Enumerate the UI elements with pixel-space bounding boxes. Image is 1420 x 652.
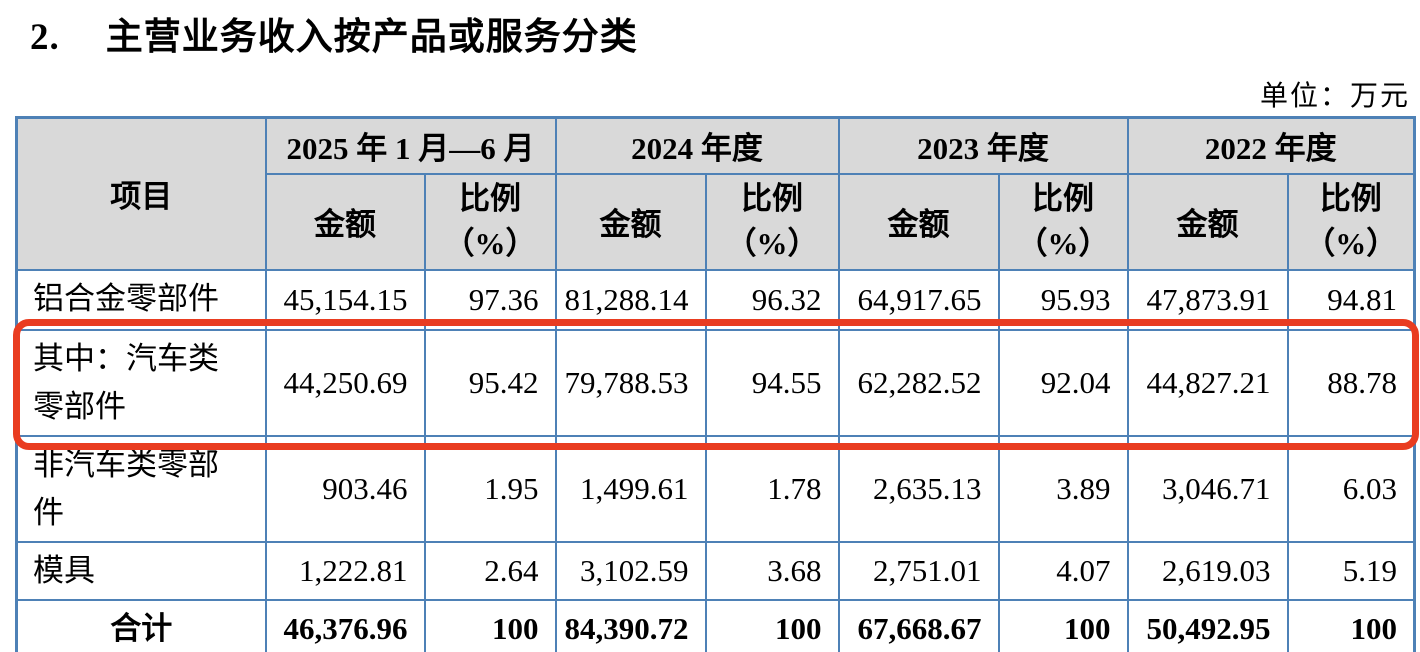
amount-cell: 44,250.69 bbox=[264, 328, 426, 437]
ratio-cell: 100 bbox=[997, 598, 1129, 652]
amount-cell: 45,154.15 bbox=[264, 268, 426, 331]
unit-label: 单位：万元 bbox=[1259, 81, 1410, 112]
amount-cell: 47,873.91 bbox=[1126, 268, 1289, 331]
subheader-amount-2024: 金额 bbox=[554, 172, 707, 271]
table-row-aluminum-parts: 铝合金零部件 45,154.15 97.36 81,288.14 96.32 6… bbox=[15, 268, 1416, 331]
ratio-cell: 3.89 bbox=[997, 434, 1129, 543]
ratio-label: 比例 bbox=[1319, 180, 1382, 216]
subheader-ratio-2024: 比例 （%） bbox=[704, 172, 840, 271]
section-title-text: 主营业务收入按产品或服务分类 bbox=[105, 17, 638, 58]
table-row-non-auto-parts: 非汽车类零部件 903.46 1.95 1,499.61 1.78 2,635.… bbox=[15, 434, 1416, 543]
subheader-amount-2025h1: 金额 bbox=[264, 172, 426, 271]
row-label: 模具 bbox=[15, 540, 267, 601]
ratio-cell: 94.55 bbox=[704, 328, 840, 437]
amount-cell: 50,492.95 bbox=[1126, 598, 1289, 652]
row-label: 合计 bbox=[15, 598, 267, 652]
ratio-cell: 100 bbox=[1286, 598, 1416, 652]
header-row-periods: 项目 2025 年 1 月—6 月 2024 年度 2023 年度 2022 年… bbox=[15, 116, 1416, 271]
ratio-label: 比例 bbox=[741, 180, 803, 216]
subheader-ratio-2025h1: 比例 （%） bbox=[423, 172, 557, 271]
amount-cell: 1,499.61 bbox=[554, 434, 707, 543]
amount-cell: 67,668.67 bbox=[837, 598, 1000, 652]
ratio-cell: 6.03 bbox=[1286, 434, 1416, 543]
col-header-period-2024: 2024 年度 bbox=[554, 116, 840, 175]
ratio-unit: （%） bbox=[1016, 225, 1110, 261]
subheader-ratio-2022: 比例 （%） bbox=[1286, 172, 1416, 271]
ratio-cell: 5.19 bbox=[1286, 540, 1416, 601]
ratio-unit: （%） bbox=[1304, 225, 1398, 261]
table-row-auto-parts-highlighted: 其中：汽车类零部件 44,250.69 95.42 79,788.53 94.5… bbox=[15, 328, 1416, 437]
amount-cell: 84,390.72 bbox=[554, 598, 707, 652]
amount-cell: 44,827.21 bbox=[1126, 328, 1289, 437]
subheader-amount-2022: 金额 bbox=[1126, 172, 1289, 271]
ratio-label: 比例 bbox=[1032, 180, 1094, 216]
amount-cell: 79,788.53 bbox=[554, 328, 707, 437]
corner-header-item: 项目 bbox=[15, 116, 267, 271]
amount-cell: 2,751.01 bbox=[837, 540, 1000, 601]
ratio-cell: 92.04 bbox=[997, 328, 1129, 437]
row-label: 非汽车类零部件 bbox=[15, 434, 267, 543]
amount-cell: 64,917.65 bbox=[837, 268, 1000, 331]
amount-cell: 903.46 bbox=[264, 434, 426, 543]
ratio-unit: （%） bbox=[443, 225, 537, 261]
ratio-unit: （%） bbox=[725, 225, 819, 261]
table-row-molds: 模具 1,222.81 2.64 3,102.59 3.68 2,751.01 … bbox=[15, 540, 1416, 601]
ratio-cell: 1.78 bbox=[704, 434, 840, 543]
ratio-cell: 97.36 bbox=[423, 268, 557, 331]
col-header-period-2022: 2022 年度 bbox=[1126, 116, 1416, 175]
col-header-period-2023: 2023 年度 bbox=[837, 116, 1129, 175]
ratio-cell: 94.81 bbox=[1286, 268, 1416, 331]
revenue-by-product-table: 项目 2025 年 1 月—6 月 2024 年度 2023 年度 2022 年… bbox=[15, 116, 1416, 652]
table-row-total: 合计 46,376.96 100 84,390.72 100 67,668.67… bbox=[15, 598, 1416, 652]
ratio-cell: 2.64 bbox=[423, 540, 557, 601]
amount-cell: 2,635.13 bbox=[837, 434, 1000, 543]
amount-cell: 81,288.14 bbox=[554, 268, 707, 331]
amount-cell: 46,376.96 bbox=[264, 598, 426, 652]
ratio-cell: 3.68 bbox=[704, 540, 840, 601]
ratio-cell: 95.42 bbox=[423, 328, 557, 437]
amount-cell: 1,222.81 bbox=[264, 540, 426, 601]
section-number: 2. bbox=[30, 17, 60, 58]
ratio-cell: 100 bbox=[704, 598, 840, 652]
row-label: 铝合金零部件 bbox=[15, 268, 267, 331]
ratio-cell: 95.93 bbox=[997, 268, 1129, 331]
subheader-amount-2023: 金额 bbox=[837, 172, 1000, 271]
section-title: 2. 主营业务收入按产品或服务分类 bbox=[30, 6, 638, 60]
ratio-cell: 100 bbox=[423, 598, 557, 652]
col-header-period-2025h1: 2025 年 1 月—6 月 bbox=[264, 116, 557, 175]
amount-cell: 2,619.03 bbox=[1126, 540, 1289, 601]
ratio-cell: 4.07 bbox=[997, 540, 1129, 601]
header-row-measures: 金额 比例 （%） 金额 比例 （%） 金额 比例 （%） 金额 比例 bbox=[17, 172, 1416, 271]
ratio-cell: 96.32 bbox=[704, 268, 840, 331]
amount-cell: 3,046.71 bbox=[1126, 434, 1289, 543]
row-label: 其中：汽车类零部件 bbox=[15, 328, 267, 437]
amount-cell: 3,102.59 bbox=[554, 540, 707, 601]
subheader-ratio-2023: 比例 （%） bbox=[997, 172, 1129, 271]
ratio-cell: 1.95 bbox=[423, 434, 557, 543]
ratio-label: 比例 bbox=[459, 180, 521, 216]
ratio-cell: 88.78 bbox=[1286, 328, 1416, 437]
amount-cell: 62,282.52 bbox=[837, 328, 1000, 437]
